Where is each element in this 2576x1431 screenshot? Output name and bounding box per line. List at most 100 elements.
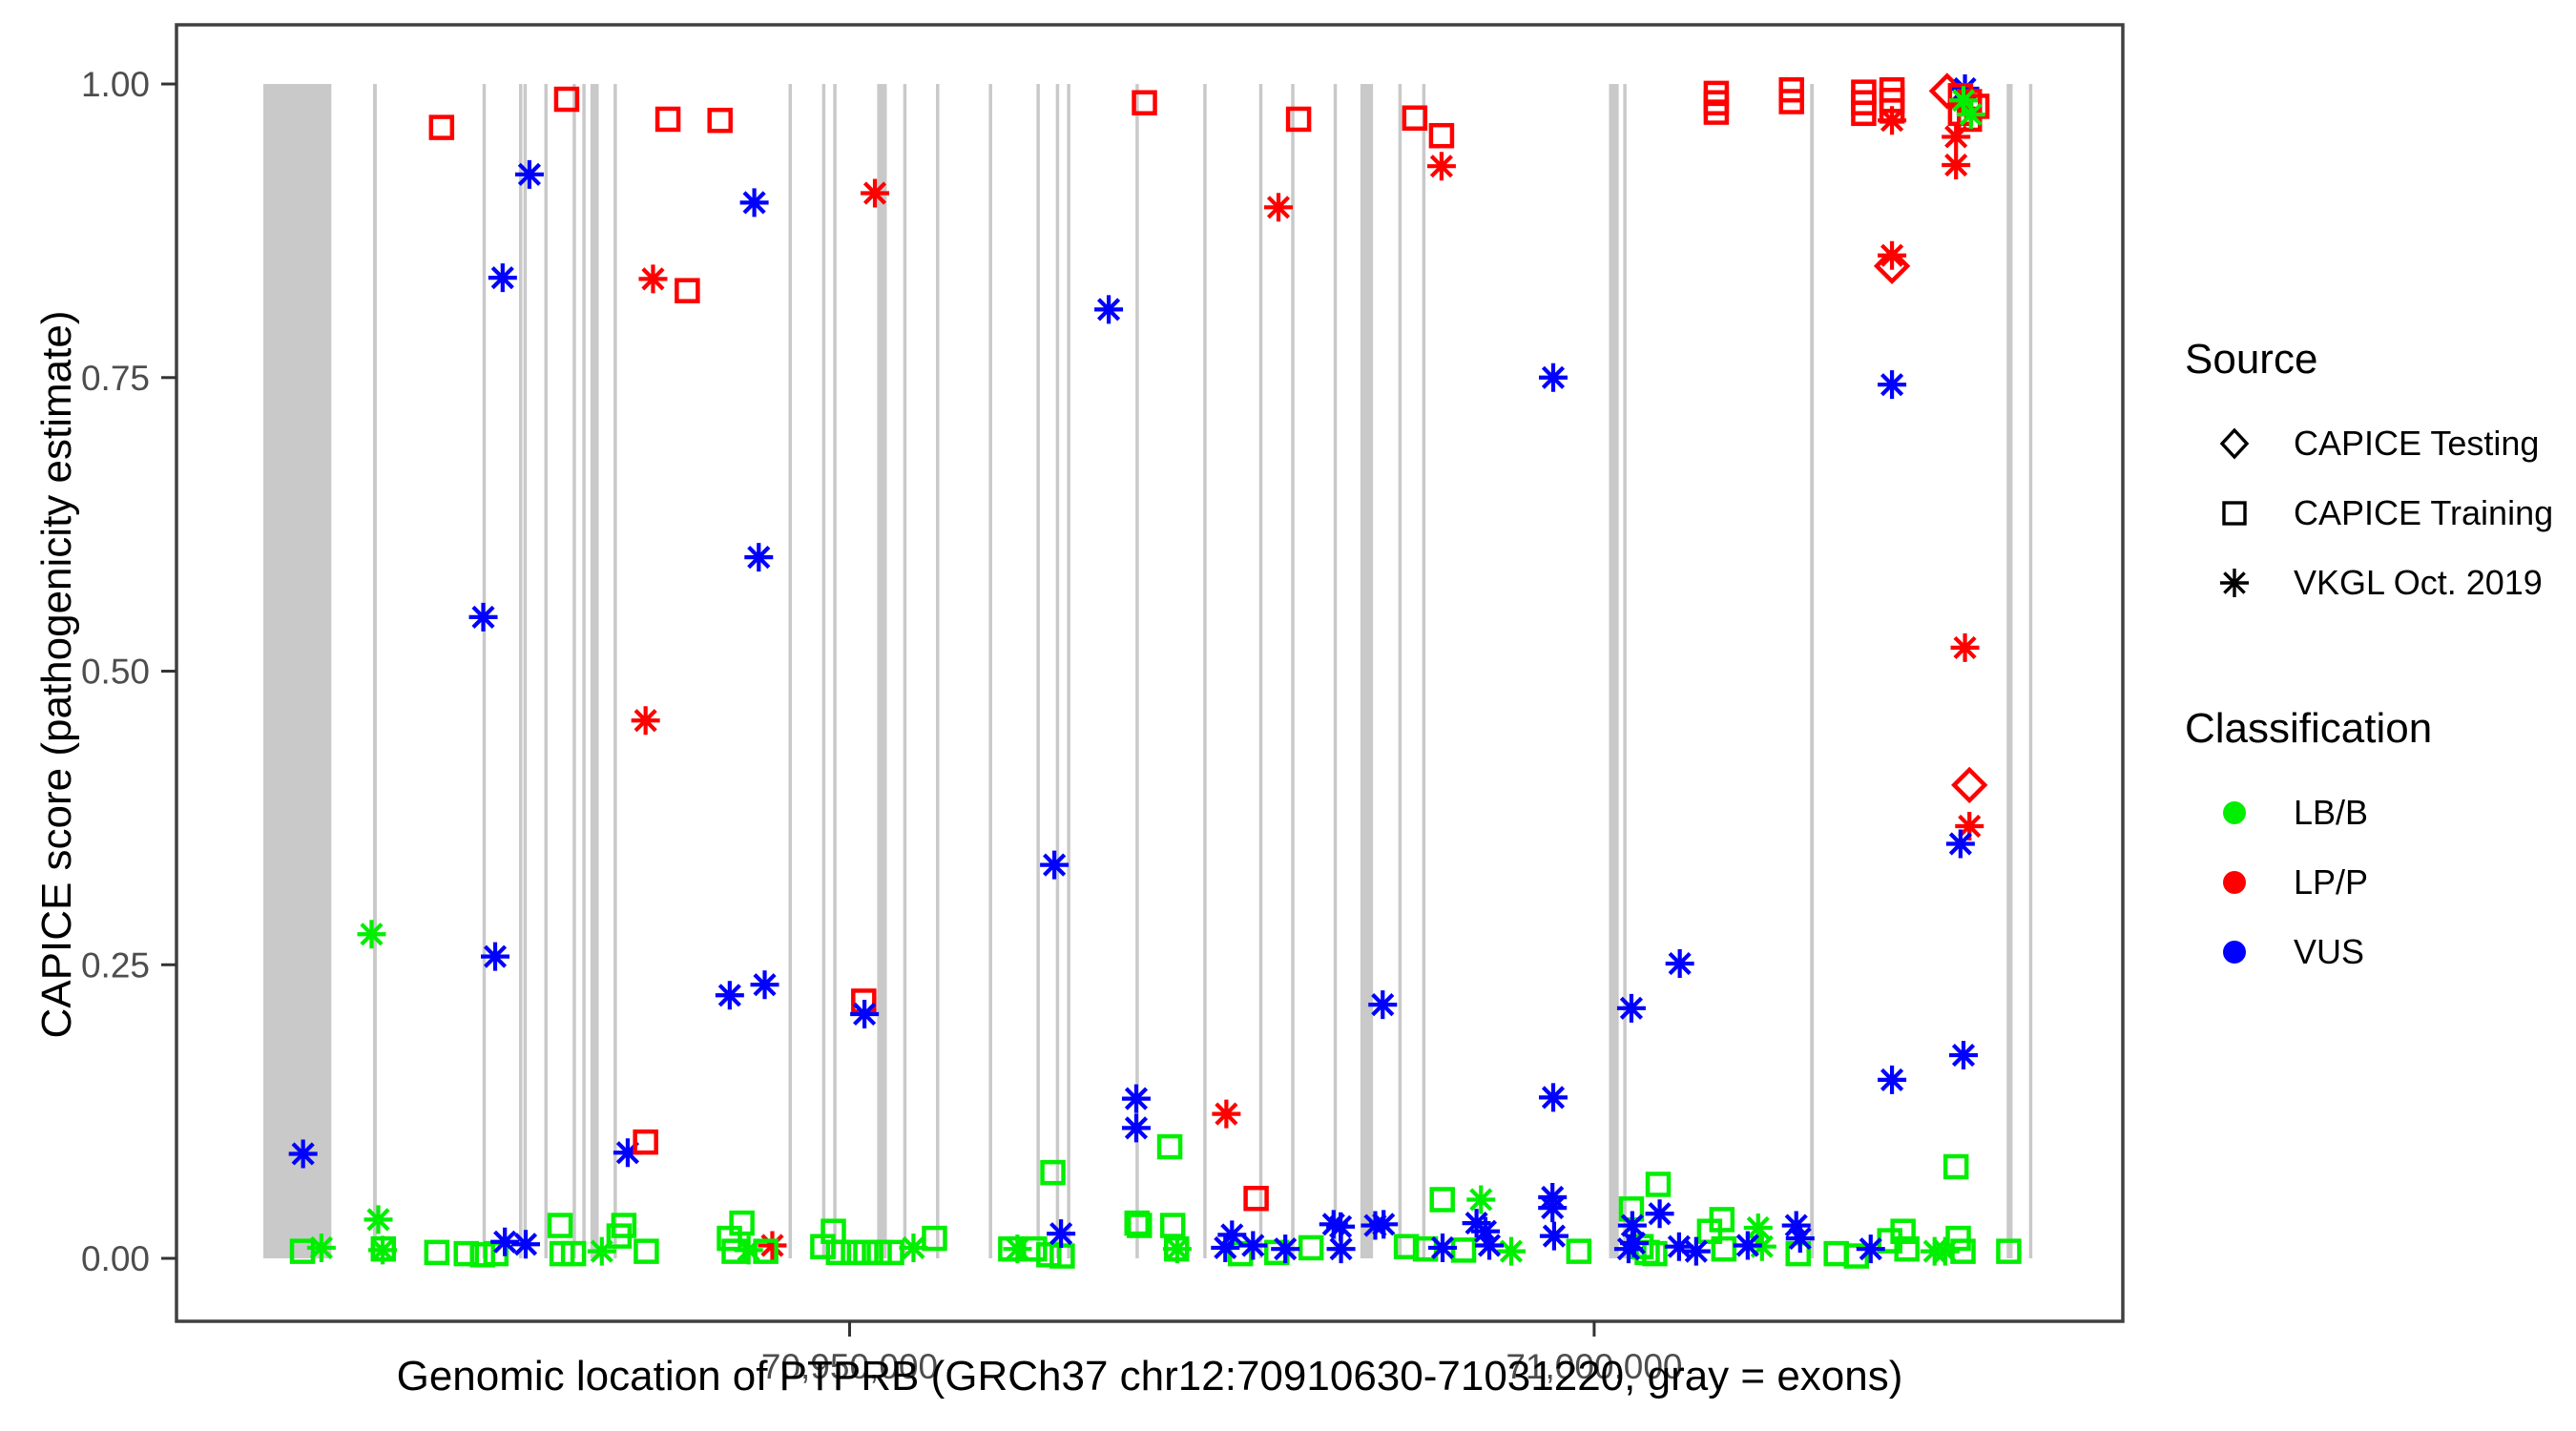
data-point-asterisk (1785, 1224, 1815, 1254)
exon-bar (590, 84, 599, 1259)
data-point-asterisk (1121, 1084, 1151, 1113)
blue-dot-icon (2213, 931, 2255, 973)
exon-bar (582, 84, 586, 1259)
data-point-asterisk (368, 1235, 398, 1265)
data-point-asterisk (490, 1227, 520, 1256)
data-point-asterisk (1003, 1234, 1032, 1264)
data-point-asterisk (364, 1205, 393, 1234)
data-point-asterisk (1956, 100, 1985, 130)
data-point-square (547, 1213, 573, 1238)
data-point-asterisk (1942, 150, 1971, 179)
legend-item-vus: VUS (2185, 917, 2576, 986)
y-tick-label: 0.00 (81, 1239, 150, 1278)
x-tick-label: 71,000,000 (1506, 1347, 1682, 1386)
data-point-square (1159, 1213, 1186, 1238)
data-point-square (1429, 1187, 1455, 1213)
data-point-asterisk (488, 263, 517, 293)
data-point-asterisk (1733, 1231, 1762, 1260)
data-point-asterisk (1616, 993, 1646, 1023)
data-point-asterisk (1878, 1065, 1907, 1094)
exon-bar (572, 84, 576, 1259)
data-point-asterisk (638, 264, 668, 294)
data-point-asterisk (899, 1233, 928, 1262)
exon-bar (903, 84, 907, 1259)
data-point-square (1645, 1172, 1672, 1197)
legend-item-label: CAPICE Training (2294, 492, 2554, 532)
data-point-square (1450, 1237, 1477, 1263)
data-point-asterisk (1475, 1231, 1505, 1260)
legend: Source CAPICE Testing CAPICE Training VK… (2185, 336, 2576, 986)
data-point-square (469, 1242, 495, 1268)
legend-item-label: CAPICE Testing (2294, 423, 2540, 463)
legend-item-label: LP/P (2294, 861, 2369, 902)
data-point-asterisk (587, 1236, 616, 1266)
data-point-asterisk (1319, 1210, 1348, 1239)
exon-bar (877, 84, 887, 1259)
data-point-asterisk (1619, 1229, 1649, 1258)
x-axis-title: Genomic location of PTPRB (GRCh37 chr12:… (396, 1353, 1903, 1400)
exon-bar (1360, 84, 1374, 1259)
data-point-asterisk (468, 602, 498, 632)
data-point-asterisk (1264, 193, 1294, 222)
data-point-square (1285, 106, 1312, 133)
y-tick-label: 1.00 (81, 65, 150, 104)
data-point-asterisk (357, 920, 386, 949)
square-shape-icon (2213, 492, 2255, 534)
legend-item-lbb: LB/B (2185, 778, 2576, 847)
data-point-square (428, 114, 455, 140)
data-point-asterisk (1212, 1099, 1241, 1129)
exon-bar (1422, 84, 1426, 1259)
data-point-asterisk (1426, 152, 1456, 181)
data-point-asterisk (1211, 1233, 1240, 1262)
data-point-square (879, 1239, 904, 1266)
data-point-asterisk (850, 999, 880, 1028)
exon-bar (788, 84, 792, 1259)
exon-bar (1291, 84, 1295, 1259)
panel-border (175, 23, 2125, 1323)
data-point-asterisk (1645, 1199, 1674, 1229)
exon-bar (936, 84, 940, 1259)
data-point-asterisk (613, 1138, 642, 1168)
data-point-square (922, 1225, 947, 1252)
data-point-asterisk (1496, 1236, 1526, 1266)
data-point-asterisk (1948, 1041, 1978, 1070)
data-point-diamond (1951, 766, 1988, 804)
data-point-asterisk (1856, 1234, 1885, 1264)
data-point-square (1709, 1207, 1735, 1233)
data-point-asterisk (1470, 1216, 1500, 1246)
data-point-square (424, 1239, 450, 1266)
diamond-shape-icon (2213, 423, 2255, 465)
exon-bar (544, 84, 549, 1259)
exon-bar (482, 84, 487, 1259)
data-point-square (1890, 1218, 1916, 1244)
exon-bar (1258, 84, 1263, 1259)
data-point-square (453, 1240, 479, 1267)
data-point-square (825, 1239, 852, 1266)
data-point-square (1036, 1242, 1062, 1268)
data-point-asterisk (1094, 295, 1124, 324)
data-point-asterisk (1681, 1236, 1711, 1266)
data-point-asterisk (1942, 122, 1971, 152)
y-tick-label: 0.75 (81, 359, 150, 398)
data-point-square (1823, 1240, 1849, 1267)
data-point-square (611, 1213, 637, 1238)
data-point-square (1124, 1210, 1150, 1236)
data-point-square (1996, 1238, 2022, 1264)
data-point-square (1566, 1238, 1592, 1264)
data-point-asterisk (1538, 363, 1568, 392)
data-point-square (1402, 105, 1428, 131)
exon-bar (988, 84, 992, 1259)
red-dot-icon (2213, 861, 2255, 903)
data-point-square (633, 1129, 658, 1155)
data-point-asterisk (1369, 1210, 1399, 1239)
data-point-asterisk (1950, 633, 1980, 662)
legend-item-lpp: LP/P (2185, 847, 2576, 917)
data-point-square (729, 1210, 755, 1236)
legend-item-label: VKGL Oct. 2019 (2294, 562, 2543, 602)
data-point-square (634, 1238, 659, 1264)
data-point-asterisk (1466, 1185, 1496, 1214)
exon-bar (1067, 84, 1070, 1259)
data-point-asterisk (744, 543, 774, 572)
data-point-asterisk (1040, 850, 1070, 880)
exon-bar (373, 84, 377, 1259)
